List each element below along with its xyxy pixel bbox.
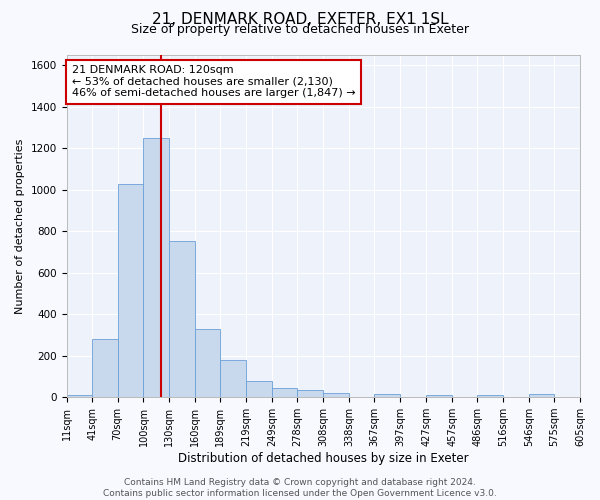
X-axis label: Distribution of detached houses by size in Exeter: Distribution of detached houses by size … [178,452,469,465]
Bar [220,360,247,397]
Bar [298,390,323,397]
Bar [143,138,169,397]
Bar [272,388,298,397]
Bar [169,240,196,397]
Bar [247,380,272,397]
Bar [92,339,118,397]
Text: Contains HM Land Registry data © Crown copyright and database right 2024.
Contai: Contains HM Land Registry data © Crown c… [103,478,497,498]
Bar [426,394,452,397]
Text: 21 DENMARK ROAD: 120sqm
← 53% of detached houses are smaller (2,130)
46% of semi: 21 DENMARK ROAD: 120sqm ← 53% of detache… [71,66,355,98]
Text: Size of property relative to detached houses in Exeter: Size of property relative to detached ho… [131,24,469,36]
Bar [374,394,400,397]
Bar [323,393,349,397]
Bar [67,395,92,397]
Bar [118,184,143,397]
Bar [196,329,220,397]
Bar [477,395,503,397]
Bar [529,394,554,397]
Y-axis label: Number of detached properties: Number of detached properties [15,138,25,314]
Text: 21, DENMARK ROAD, EXETER, EX1 1SL: 21, DENMARK ROAD, EXETER, EX1 1SL [152,12,448,28]
